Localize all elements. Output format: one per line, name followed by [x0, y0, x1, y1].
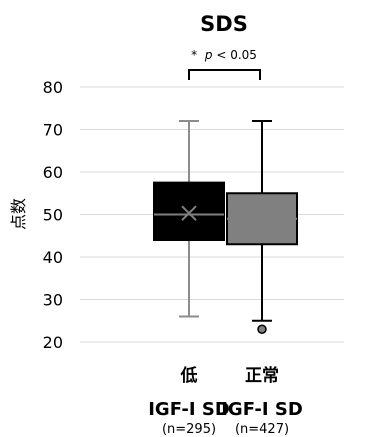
category-label-line2: IGF-I SD: [148, 399, 230, 420]
category-label-line2: IGF-I SD: [221, 399, 303, 420]
significance-p: p: [204, 48, 213, 62]
y-axis-label: 点数: [9, 198, 28, 230]
chart-title: SDS: [200, 12, 248, 36]
y-tick-label: 70: [43, 121, 63, 140]
significance-rest: < 0.05: [213, 48, 257, 62]
category-label-line1: 正常: [245, 365, 279, 386]
y-tick-label: 20: [43, 333, 63, 352]
outlier-point: [257, 324, 267, 334]
gridlines: [80, 86, 344, 343]
y-tick-label: 60: [43, 163, 63, 182]
mean-marker: [181, 205, 197, 221]
significance-bracket: [188, 69, 261, 80]
category-label-line3: (n=427): [235, 422, 289, 437]
significance-label: * p < 0.05: [191, 48, 257, 62]
box-series: [153, 120, 298, 334]
x-category-labels: 低 IGF-I SD (n=295) 正常 IGF-I SD (n=427): [148, 365, 303, 437]
category-label-line1: 低: [180, 365, 198, 386]
significance-star: *: [191, 48, 197, 62]
category-label-line3: (n=295): [162, 422, 216, 437]
y-tick-label: 80: [43, 78, 63, 97]
box-group: [153, 120, 225, 318]
iqr-box: [153, 181, 225, 241]
y-tick-label: 40: [43, 248, 63, 267]
y-tick-label: 30: [43, 291, 63, 310]
y-tick-label: 50: [43, 206, 63, 225]
box-group: [226, 120, 298, 334]
y-tick-labels: 20 30 40 50 60 70 80: [43, 78, 63, 352]
mean-marker: [254, 211, 270, 227]
